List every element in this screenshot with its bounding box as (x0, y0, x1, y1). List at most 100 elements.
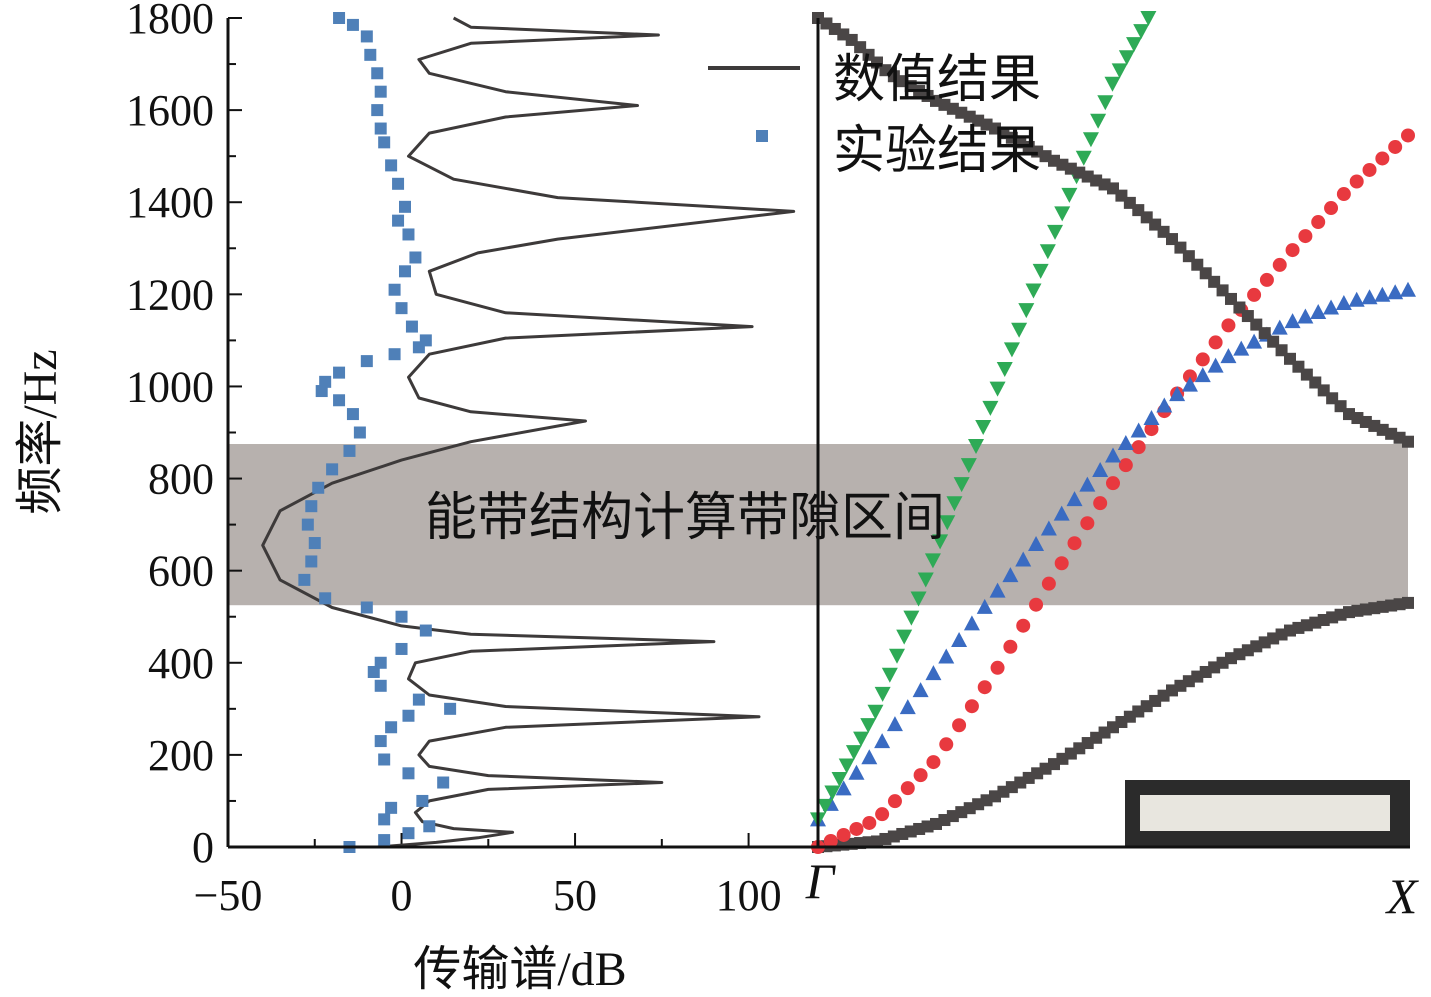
experimental-point (437, 776, 450, 789)
band-point-triangle-up (861, 749, 878, 765)
experimental-point (402, 827, 415, 840)
experimental-point (419, 334, 432, 347)
experimental-point (315, 385, 328, 398)
band-point-triangle-up (874, 733, 891, 749)
experimental-point (388, 348, 401, 361)
experimental-point (301, 518, 314, 531)
band-point-triangle-up (1053, 505, 1070, 521)
band-point-triangle-up (1348, 291, 1365, 307)
band-point-triangle-down (1054, 206, 1071, 222)
band-point-circle (1272, 257, 1287, 272)
band-point-triangle-down (1061, 187, 1078, 203)
y-tick-label: 1000 (126, 362, 214, 411)
experimental-point (360, 30, 373, 43)
experimental-point (371, 104, 384, 117)
band-point-circle (1401, 128, 1415, 143)
band-point-circle (1080, 516, 1095, 531)
band-point-triangle-up (1310, 304, 1327, 320)
band-point-circle (952, 718, 967, 733)
band-point-circle (900, 781, 915, 796)
band-point-circle (1144, 422, 1159, 437)
band-point-triangle-up (1400, 281, 1416, 297)
band-point-triangle-down (1018, 303, 1035, 319)
band-point-triangle-down (968, 439, 985, 455)
band-point-triangle-down (889, 648, 906, 664)
experimental-point (312, 481, 325, 494)
y-tick-label: 1600 (126, 86, 214, 135)
experimental-point (385, 721, 398, 734)
x-point-label: X (1385, 868, 1420, 924)
legend-label-numerical: 数值结果 (833, 50, 1041, 110)
experimental-point (378, 813, 391, 826)
experimental-point (308, 537, 321, 550)
experimental-point (374, 679, 387, 692)
band-point-circle (1362, 162, 1377, 177)
band-point-triangle-down (932, 534, 949, 550)
band-point-triangle-up (925, 665, 942, 681)
band-point-circle (1131, 440, 1146, 455)
experimental-point (333, 394, 346, 407)
experimental-point (392, 214, 405, 227)
band-point-triangle-up (951, 631, 968, 647)
experimental-point (319, 375, 332, 388)
band-point-triangle-down (874, 686, 891, 702)
band-point-triangle-up (1323, 299, 1340, 315)
experimental-point (353, 426, 366, 439)
band-point-triangle-up (1284, 313, 1301, 329)
band-point-circle (1349, 174, 1364, 189)
experimental-point (395, 610, 408, 623)
band-point-triangle-up (1015, 551, 1032, 567)
band-point-triangle-down (867, 704, 884, 720)
legend: 数值结果 实验结果 (708, 50, 1041, 181)
band-point-triangle-up (1169, 386, 1186, 402)
band-point-triangle-up (1079, 476, 1096, 492)
band-point-circle (1054, 556, 1069, 571)
band-point-triangle-down (1090, 113, 1107, 129)
band-point-triangle-down (845, 745, 862, 761)
band-point-triangle-down (946, 496, 963, 512)
band-point-triangle-up (1040, 520, 1057, 536)
band-point-triangle-down (989, 381, 1006, 397)
experimental-point (333, 366, 346, 379)
band-point-triangle-down (838, 758, 855, 774)
experimental-point (343, 444, 356, 457)
band-point-triangle-down (939, 515, 956, 531)
band-point-triangle-up (1028, 536, 1045, 552)
band-point-triangle-down (1140, 11, 1157, 26)
numerical-result-line (261, 16, 796, 849)
experimental-point (388, 283, 401, 296)
band-point-triangle-down (853, 731, 870, 747)
experimental-point (305, 500, 318, 513)
x-axis-title: 传输谱/dB (413, 943, 626, 996)
band-point-square (1402, 435, 1414, 448)
band-point-triangle-up (1207, 357, 1224, 373)
band-point-triangle-down (1126, 37, 1143, 53)
band-point-circle (887, 794, 902, 809)
experimental-point (399, 200, 411, 213)
experimental-point (419, 624, 432, 637)
y-tick-label: 800 (148, 455, 214, 504)
y-tick-label: 400 (148, 639, 214, 688)
band-point-triangle-down (903, 610, 920, 626)
band-point-triangle-down (1075, 150, 1092, 166)
experimental-point (405, 320, 418, 333)
sample-photo-specimen (1140, 795, 1390, 831)
band-point-triangle-down (1118, 50, 1135, 66)
band-point-triangle-down (982, 400, 999, 416)
band-point-triangle-up (1387, 284, 1404, 300)
band-point-triangle-down (996, 362, 1013, 378)
experimental-point (305, 555, 318, 568)
band-point-triangle-up (1361, 289, 1378, 305)
y-tick-label: 200 (148, 731, 214, 780)
experimental-point (392, 177, 405, 190)
y-tick-label: 600 (148, 547, 214, 596)
x-tick-label: −50 (194, 871, 263, 920)
band-point-circle (1029, 597, 1044, 612)
band-point-square (1014, 136, 1027, 149)
experimental-point (374, 85, 387, 98)
legend-square-swatch (756, 130, 768, 142)
experimental-point (371, 67, 384, 80)
experimental-point (374, 122, 387, 135)
y-tick-label: 1200 (126, 270, 214, 319)
